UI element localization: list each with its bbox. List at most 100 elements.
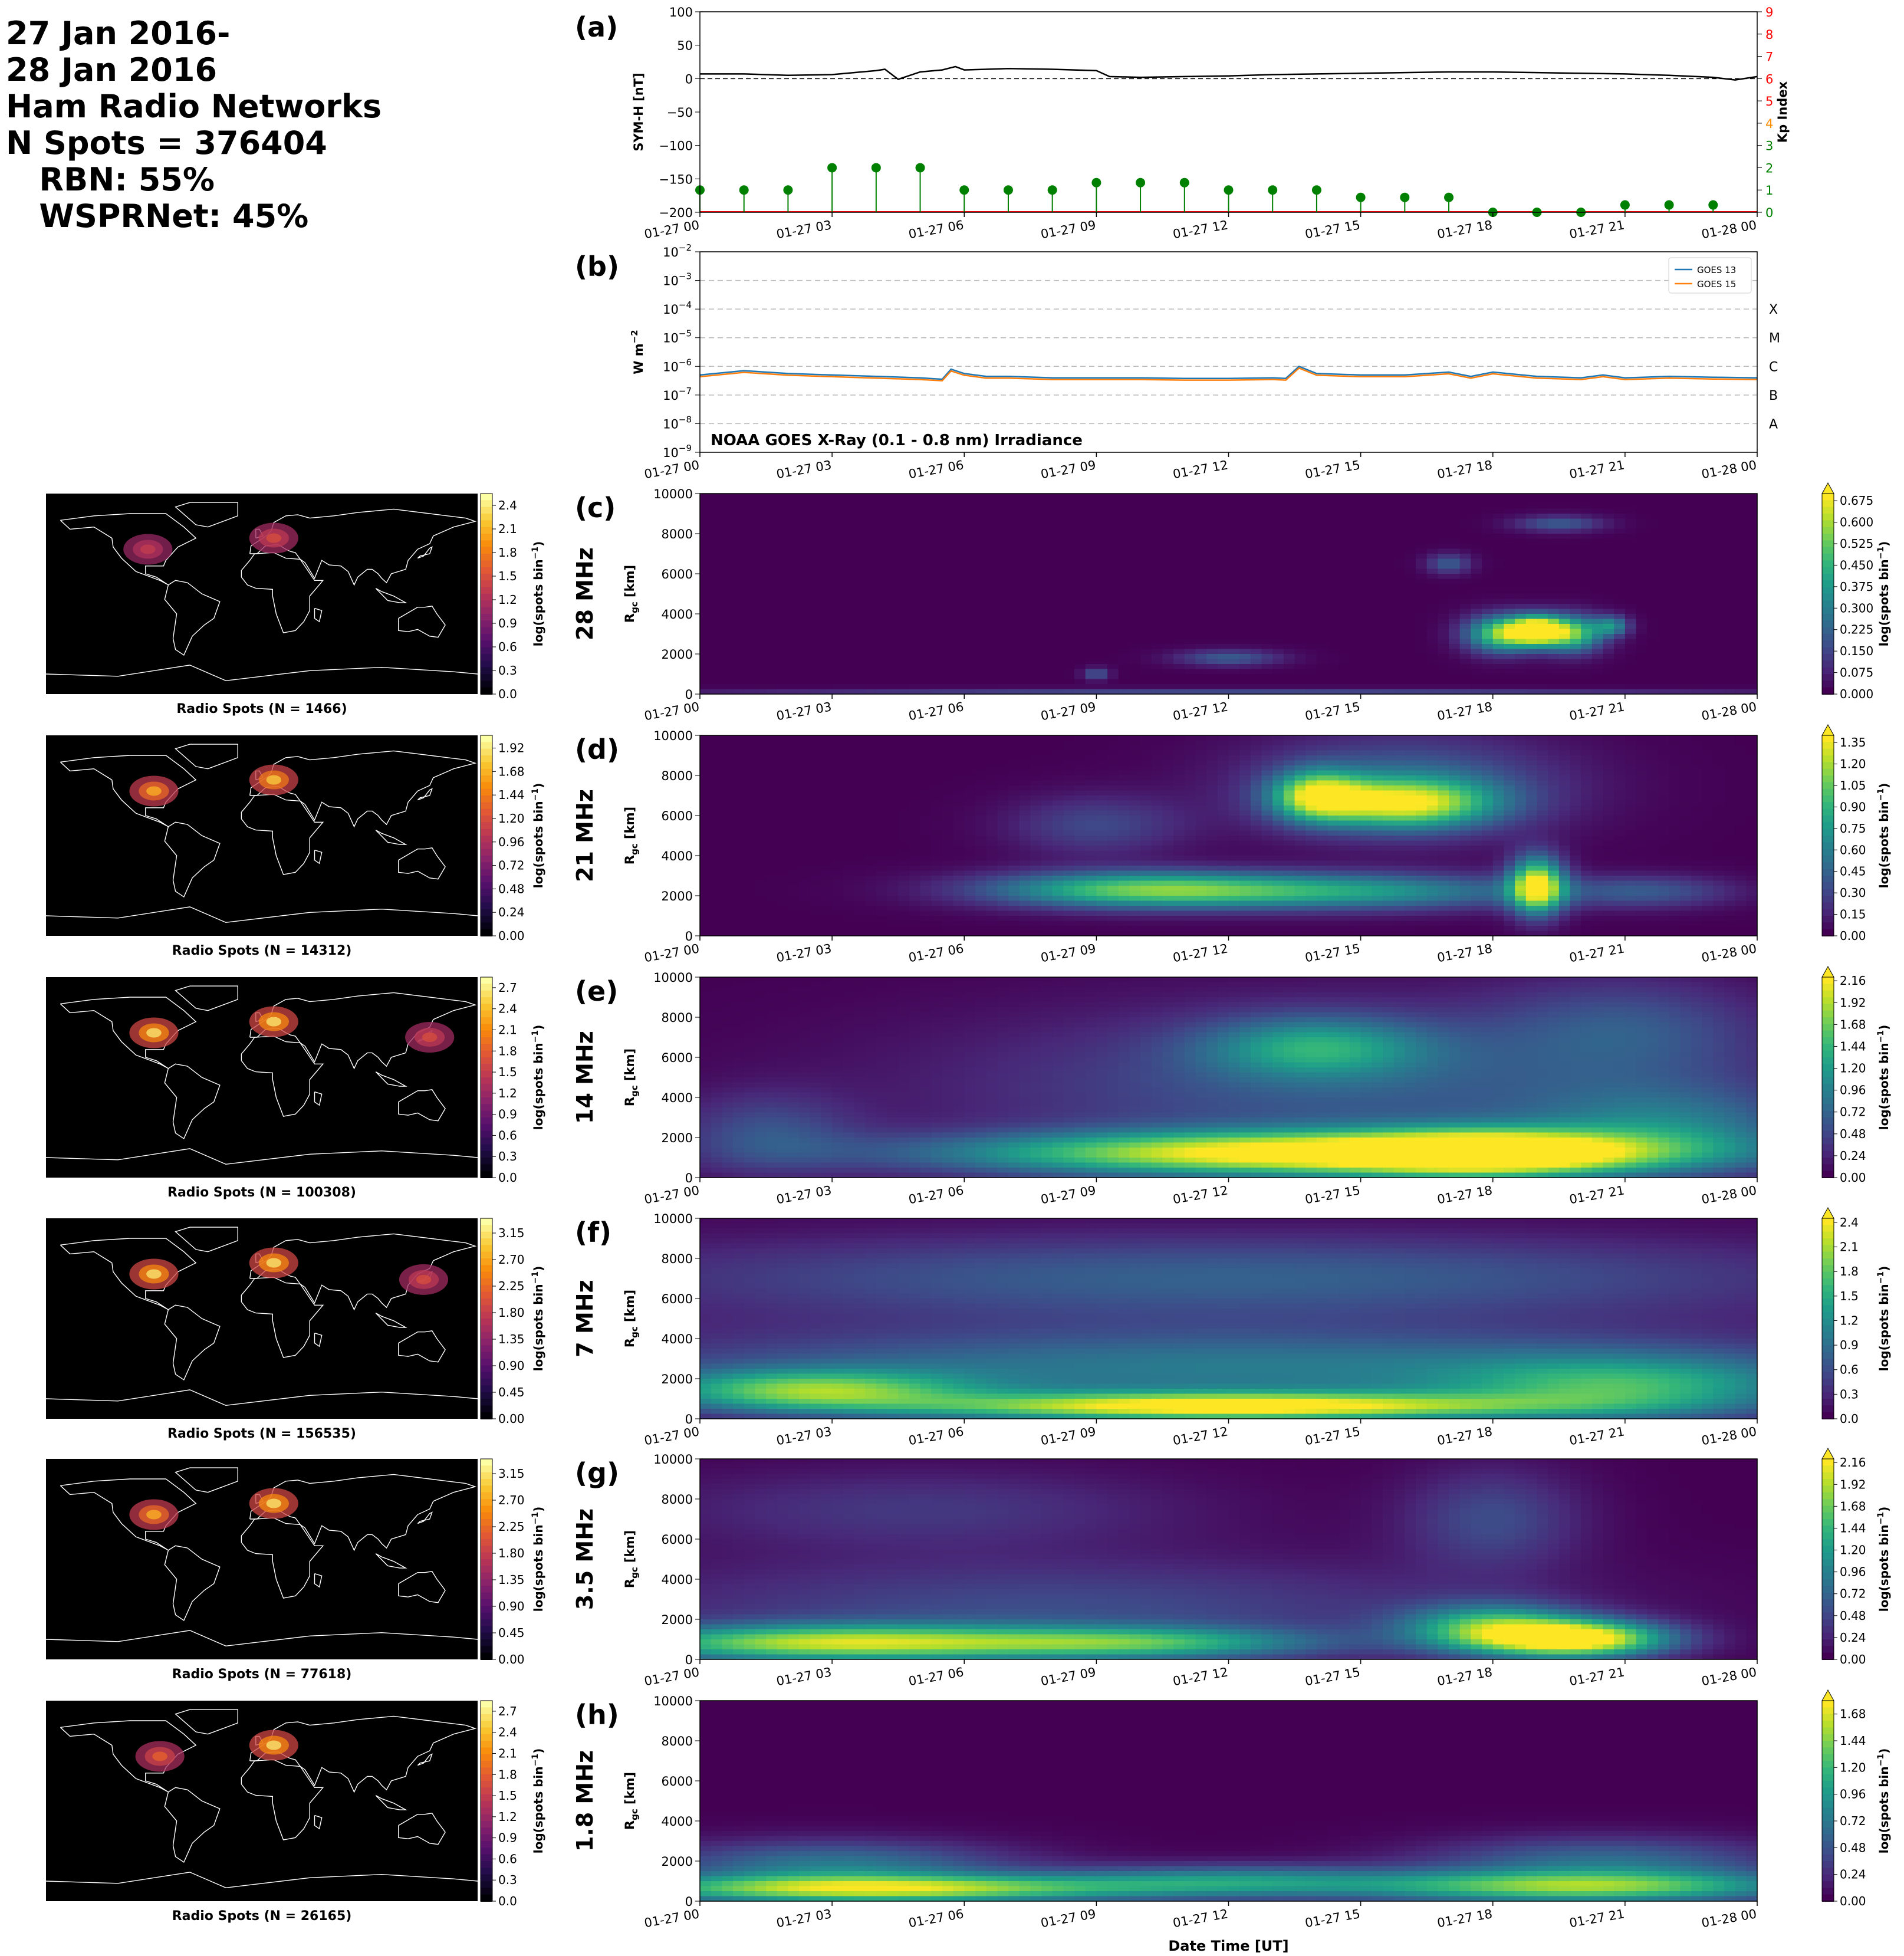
heat-cell bbox=[810, 820, 822, 826]
heat-cell bbox=[1272, 544, 1284, 550]
heat-cell bbox=[1525, 528, 1538, 534]
heat-cell bbox=[931, 574, 943, 580]
heat-cell bbox=[1393, 498, 1405, 504]
heat-cell bbox=[1184, 494, 1196, 499]
heat-cell bbox=[1393, 629, 1405, 635]
heat-cell bbox=[1735, 639, 1747, 645]
heat-cell bbox=[1492, 514, 1505, 520]
heat-cell bbox=[733, 921, 745, 926]
heat-cell bbox=[1041, 654, 1053, 660]
heat-cell bbox=[1515, 679, 1527, 685]
heat-cell bbox=[1713, 599, 1725, 604]
heat-cell bbox=[865, 785, 877, 791]
heat-cell bbox=[1746, 674, 1758, 680]
heat-cell bbox=[1129, 664, 1141, 670]
x-tick-label: 01-27 15 bbox=[1304, 458, 1361, 481]
heat-cell bbox=[1195, 644, 1207, 650]
heat-cell bbox=[909, 659, 921, 665]
heat-cell bbox=[1195, 548, 1207, 554]
heat-cell bbox=[1360, 554, 1372, 560]
heat-cell bbox=[1140, 609, 1152, 614]
heat-cell bbox=[722, 750, 734, 756]
heat-cell bbox=[1041, 504, 1053, 509]
heat-cell bbox=[1482, 664, 1494, 670]
heat-cell bbox=[843, 870, 855, 876]
heat-cell bbox=[1272, 589, 1284, 594]
heat-cell bbox=[1339, 548, 1350, 554]
heat-cell bbox=[1195, 669, 1207, 675]
heat-cell bbox=[887, 679, 899, 685]
header-line: Ham Radio Networks bbox=[6, 88, 382, 125]
heat-cell bbox=[1228, 639, 1240, 645]
heat-cell bbox=[755, 644, 767, 650]
heat-cell bbox=[777, 866, 788, 872]
heat-cell bbox=[1492, 669, 1505, 675]
heat-cell bbox=[1537, 614, 1548, 620]
heat-cell bbox=[898, 634, 910, 640]
heat-cell bbox=[1713, 558, 1725, 564]
heat-cell bbox=[1217, 524, 1229, 530]
coastline bbox=[249, 508, 477, 586]
heat-cell bbox=[733, 890, 745, 896]
heat-cell bbox=[1724, 524, 1736, 530]
heat-cell bbox=[1636, 554, 1647, 560]
heat-cell bbox=[920, 514, 932, 520]
heat-cell bbox=[1041, 629, 1053, 635]
heat-cell bbox=[1173, 614, 1185, 620]
heat-cell bbox=[810, 554, 822, 560]
heat-cell bbox=[876, 745, 888, 751]
heat-cell bbox=[1625, 554, 1637, 560]
heat-cell bbox=[1360, 629, 1372, 635]
heat-cell bbox=[1107, 568, 1119, 574]
heat-cell bbox=[1438, 674, 1449, 680]
heat-cell bbox=[1393, 538, 1405, 544]
heat-cell bbox=[1162, 524, 1174, 530]
map-colorbar-segment bbox=[481, 507, 492, 514]
map-colorbar-tick-label: 0.0 bbox=[498, 687, 517, 701]
heat-cell bbox=[1405, 649, 1416, 655]
heat-cell bbox=[854, 568, 866, 574]
heat-cell bbox=[1184, 548, 1196, 554]
heat-cell bbox=[810, 876, 822, 882]
heat-cell bbox=[1052, 589, 1064, 594]
heat-cell bbox=[1658, 624, 1670, 630]
heat-cell bbox=[821, 544, 833, 550]
heat-cell bbox=[777, 770, 788, 776]
heat-cell bbox=[953, 528, 965, 534]
heat-cell bbox=[1416, 609, 1428, 614]
heat-cell bbox=[1393, 659, 1405, 665]
heat-cell bbox=[1195, 609, 1207, 614]
x-tick-label: 01-27 12 bbox=[1172, 218, 1229, 241]
heat-cell bbox=[832, 836, 844, 841]
heat-cell bbox=[997, 639, 1009, 645]
heat-cell bbox=[1680, 548, 1692, 554]
heat-cell bbox=[975, 514, 987, 520]
heat-cell bbox=[1471, 614, 1482, 620]
heat-cell bbox=[1459, 599, 1471, 604]
heat-cell bbox=[1515, 538, 1527, 544]
y-tick-label: 10−4 bbox=[663, 300, 692, 317]
heat-cell bbox=[1041, 669, 1053, 675]
heat-cell bbox=[744, 518, 755, 524]
heat-cell bbox=[1305, 614, 1317, 620]
heat-cell bbox=[1118, 534, 1130, 540]
heat-cell bbox=[1085, 629, 1097, 635]
heat-cell bbox=[1206, 629, 1218, 635]
heat-cell bbox=[1658, 679, 1670, 685]
heat-cell bbox=[854, 790, 866, 796]
heat-cell bbox=[854, 508, 866, 514]
heat-cell bbox=[1636, 548, 1647, 554]
map-colorbar-segment bbox=[481, 500, 492, 508]
heat-cell bbox=[1636, 609, 1647, 614]
heat-cell bbox=[909, 589, 921, 594]
heat-cell bbox=[1140, 578, 1152, 584]
heat-cell bbox=[1206, 558, 1218, 564]
heat-cell bbox=[1614, 594, 1626, 600]
heat-cell bbox=[1085, 654, 1097, 660]
heat-cell bbox=[1548, 629, 1560, 635]
heat-cell bbox=[1228, 574, 1240, 580]
heat-cell bbox=[722, 800, 734, 806]
heat-cell bbox=[1030, 609, 1042, 614]
colorbar-segment bbox=[1822, 674, 1834, 682]
heat-cell bbox=[1416, 654, 1428, 660]
